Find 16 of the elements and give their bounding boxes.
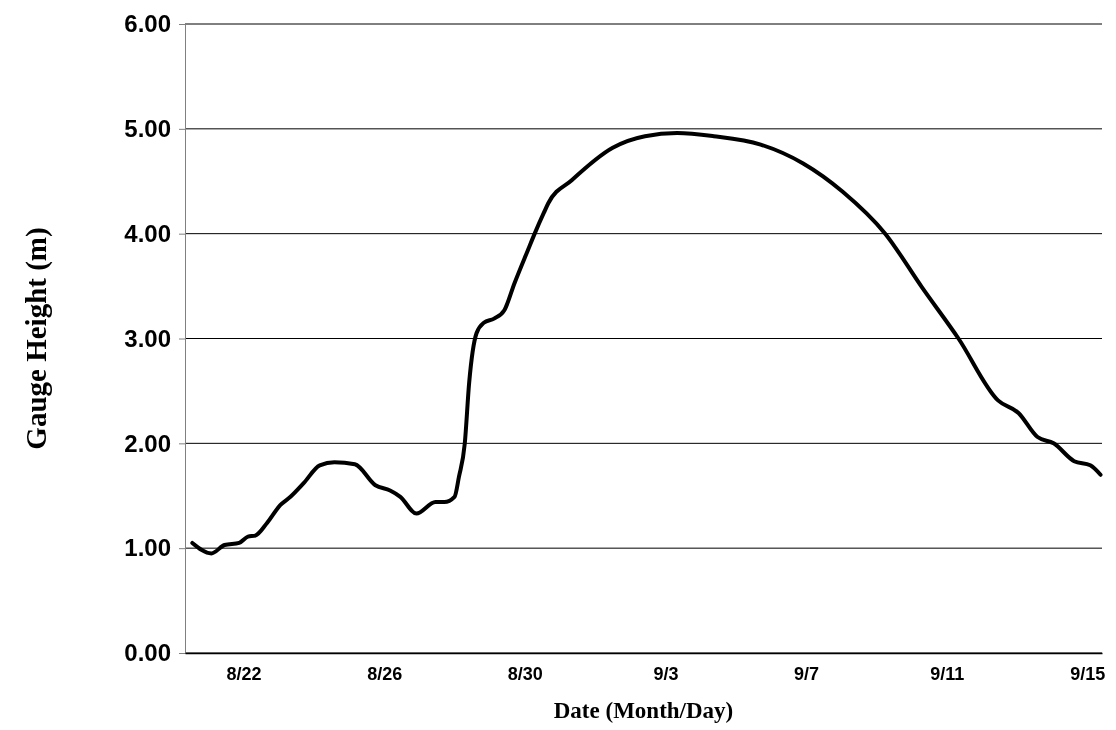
x-tick-label: 8/26 bbox=[367, 663, 403, 684]
x-tick-label: 9/3 bbox=[653, 663, 679, 684]
y-axis-title: Gauge Height (m) bbox=[20, 227, 53, 450]
y-tick-label: 1.00 bbox=[124, 534, 171, 562]
y-tick-label: 6.00 bbox=[124, 10, 171, 38]
y-tick-label: 4.00 bbox=[124, 219, 171, 247]
y-tick-label: 0.00 bbox=[124, 639, 171, 667]
x-axis-title: Date (Month/Day) bbox=[553, 698, 734, 723]
y-tick-label: 5.00 bbox=[124, 115, 171, 143]
x-tick-label: 8/30 bbox=[507, 663, 543, 684]
y-tick-label: 2.00 bbox=[124, 429, 171, 457]
x-tick-label: 9/7 bbox=[794, 663, 820, 684]
x-tick-label: 9/11 bbox=[930, 663, 965, 684]
x-tick-label: 8/22 bbox=[226, 663, 262, 684]
y-tick-label: 3.00 bbox=[124, 324, 171, 352]
x-tick-label: 9/15 bbox=[1070, 663, 1106, 684]
